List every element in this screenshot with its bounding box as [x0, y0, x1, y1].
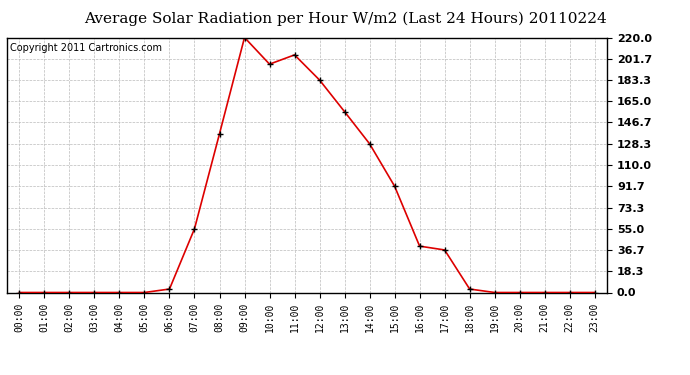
Text: Average Solar Radiation per Hour W/m2 (Last 24 Hours) 20110224: Average Solar Radiation per Hour W/m2 (L…: [83, 11, 607, 26]
Text: Copyright 2011 Cartronics.com: Copyright 2011 Cartronics.com: [10, 43, 162, 52]
